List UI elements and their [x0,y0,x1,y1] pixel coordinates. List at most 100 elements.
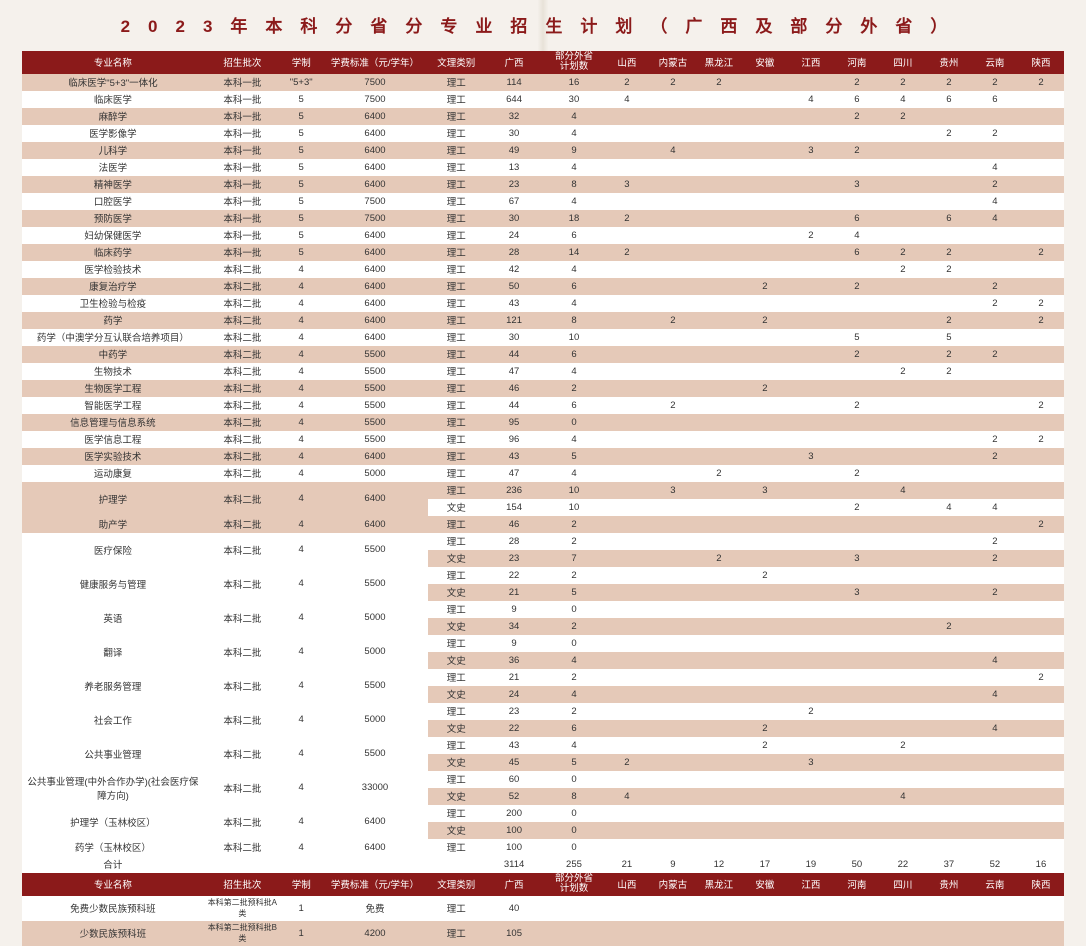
table-row: 口腔医学本科一批57500理工6744 [22,193,1064,210]
cell [972,703,1018,720]
cell [650,635,696,652]
table-row: 信息管理与信息系统本科二批45500理工950 [22,414,1064,431]
cell: 2 [972,74,1018,91]
cell: 44 [484,346,544,363]
col-header-province: 黑龙江 [696,873,742,896]
cell: 运动康复 [22,465,204,482]
enrollment-table: 专业名称招生批次学制学费标准（元/学年）文理类别广西部分外省计划数山西内蒙古黑龙… [22,51,1064,946]
col-header: 文理类别 [428,51,484,74]
cell: 公共事业管理(中外合作办学)(社会医疗保障方向) [22,771,204,805]
cell [742,618,788,635]
table-row: 临床医学"5+3"一体化本科一批"5+3"7500理工1141622222222 [22,74,1064,91]
cell [788,176,834,193]
cell: 6400 [322,261,429,278]
cell: 5500 [322,669,429,703]
cell [696,261,742,278]
cell [742,91,788,108]
cell: 4 [544,652,604,669]
cell [281,856,322,873]
cell: 2 [972,346,1018,363]
cell: 44 [484,397,544,414]
cell [788,652,834,669]
cell [972,482,1018,499]
cell: 本科二批 [204,703,281,737]
cell [788,737,834,754]
cell: 3 [788,448,834,465]
table-row: 药学（中澳学分互认联合培养项目）本科二批46400理工301055 [22,329,1064,346]
cell: 理工 [428,193,484,210]
cell [788,108,834,125]
cell [880,227,926,244]
cell [742,227,788,244]
cell: 255 [544,856,604,873]
cell [880,720,926,737]
cell: 理工 [428,91,484,108]
cell: 14 [544,244,604,261]
cell: 4 [281,397,322,414]
cell: 信息管理与信息系统 [22,414,204,431]
cell [788,822,834,839]
cell [1018,482,1064,499]
table-row: 免费少数民族预科班本科第二批预科批A类1免费理工40 [22,896,1064,921]
table-row: 医学检验技术本科二批46400理工42422 [22,261,1064,278]
cell [650,703,696,720]
cell [972,108,1018,125]
cell [926,737,972,754]
cell [788,482,834,499]
cell: 文史 [428,686,484,703]
cell [604,465,650,482]
cell [834,431,880,448]
cell [322,856,429,873]
cell: 4 [544,159,604,176]
cell [650,414,696,431]
cell [972,754,1018,771]
cell [880,805,926,822]
cell: 本科一批 [204,74,281,91]
cell [972,635,1018,652]
table-row: 中药学本科二批45500理工446222 [22,346,1064,363]
cell [926,448,972,465]
cell: 文史 [428,754,484,771]
cell: 4 [281,431,322,448]
cell: 本科二批 [204,329,281,346]
cell [788,921,834,946]
cell: 34 [484,618,544,635]
cell [650,363,696,380]
cell: 本科第二批预科批B类 [204,921,281,946]
cell [1018,363,1064,380]
table-row: 养老服务管理本科二批45500理工2122 [22,669,1064,686]
cell: 本科二批 [204,448,281,465]
cell [788,193,834,210]
cell [788,465,834,482]
cell [1018,584,1064,601]
cell: 2 [834,108,880,125]
cell: 4 [544,431,604,448]
cell [544,921,604,946]
cell: 4 [281,839,322,856]
cell: 6400 [322,516,429,533]
cell [544,896,604,921]
cell: 文史 [428,584,484,601]
cell [926,896,972,921]
cell [1018,176,1064,193]
col-header-province: 江西 [788,51,834,74]
cell: 30 [484,329,544,346]
cell: 7500 [322,210,429,227]
cell [742,465,788,482]
cell: 4 [281,567,322,601]
table-row: 运动康复本科二批45000理工47422 [22,465,1064,482]
cell: 4 [544,108,604,125]
cell [696,584,742,601]
cell: 本科二批 [204,397,281,414]
cell [1018,754,1064,771]
cell [604,550,650,567]
cell [1018,652,1064,669]
col-header: 学制 [281,873,322,896]
cell: 2 [696,465,742,482]
cell: 32 [484,108,544,125]
cell [834,601,880,618]
cell: 6400 [322,805,429,839]
cell: 2 [972,431,1018,448]
cell: 4 [281,278,322,295]
cell [926,431,972,448]
